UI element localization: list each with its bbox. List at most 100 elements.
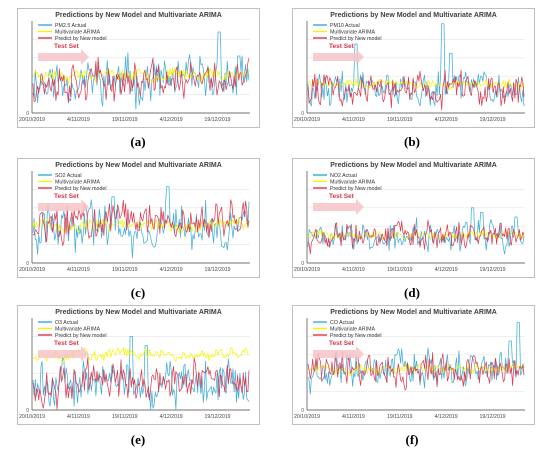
legend-label: Multivariate ARIMA	[330, 179, 376, 185]
x-tick-label: 4/11/2019	[342, 414, 365, 420]
x-tick-label: 19/12/2019	[205, 117, 231, 123]
x-tick-label: 19/11/2019	[387, 117, 413, 123]
x-tick-label: 19/12/2019	[205, 414, 231, 420]
x-tick-label: 19/11/2019	[112, 117, 138, 123]
y-tick-label: 0	[26, 408, 29, 414]
caption-label: (e)	[130, 432, 146, 447]
legend-label: O3 Actual	[55, 320, 78, 326]
chart-title: Predictions by New Model and Multivariat…	[330, 309, 497, 316]
x-tick-label: 4/12/2019	[160, 414, 183, 420]
series-line-actual	[32, 31, 250, 110]
chart-title: Predictions by New Model and Multivariat…	[330, 12, 497, 19]
x-tick-label: 4/11/2019	[67, 267, 90, 273]
test-set-label: Test Set	[329, 193, 355, 200]
x-tick-label: 4/11/2019	[342, 267, 365, 273]
x-tick-label: 4/12/2019	[160, 267, 183, 273]
legend-label: Predict by New model	[55, 333, 107, 339]
test-set-label: Test Set	[54, 193, 80, 200]
legend-label: PM2.5 Actual	[55, 23, 86, 29]
caption-b: (b)	[392, 134, 432, 150]
series-line-new-model	[307, 69, 525, 111]
caption-f: (f)	[392, 432, 432, 448]
legend-label: Predict by New model	[330, 36, 382, 42]
test-set-label: Test Set	[329, 43, 355, 50]
x-tick-label: 4/12/2019	[435, 414, 458, 420]
legend-label: Predict by New model	[55, 36, 107, 42]
x-tick-label: 20/10/2019	[294, 267, 320, 273]
x-tick-label: 19/11/2019	[112, 414, 138, 420]
chart-plot: 020/10/2019 4/11/2019 19/11/2019 4/12/2019 1…	[19, 318, 250, 420]
y-tick-label: 0	[26, 111, 29, 117]
x-tick-label: 4/11/2019	[342, 117, 365, 123]
test-set-label: Test Set	[54, 340, 80, 347]
x-tick-label: 19/12/2019	[480, 414, 506, 420]
x-tick-label: 20/10/2019	[19, 414, 45, 420]
test-set-arrow	[38, 49, 89, 65]
test-set-arrow	[313, 199, 364, 215]
y-tick-label: 0	[301, 261, 304, 267]
chart-panel-b: Predictions by New Model and Multivariat…	[292, 8, 535, 128]
legend-label: SO2 Actual	[55, 173, 82, 179]
caption-label: (b)	[404, 134, 420, 149]
legend-label: Predict by New model	[330, 333, 382, 339]
chart-title: Predictions by New Model and Multivariat…	[55, 309, 222, 316]
series-line-actual	[32, 336, 250, 410]
caption-label: (f)	[405, 432, 419, 447]
x-tick-label: 20/10/2019	[19, 117, 45, 123]
chart-plot: 020/10/2019 4/11/2019 19/11/2019 4/12/2019 1…	[294, 21, 525, 123]
legend-label: CO Actual	[330, 320, 354, 326]
caption-d: (d)	[392, 285, 432, 301]
chart-plot: 020/10/2019 4/11/2019 19/11/2019 4/12/2019 1…	[294, 171, 525, 273]
chart-panel-f: Predictions by New Model and Multivariat…	[292, 305, 535, 425]
legend-label: Multivariate ARIMA	[330, 326, 376, 332]
test-set-label: Test Set	[54, 43, 80, 50]
y-tick-label: 0	[301, 408, 304, 414]
series-line-new-model	[307, 351, 525, 391]
legend-label: Multivariate ARIMA	[55, 179, 101, 185]
caption-e: (e)	[118, 432, 158, 448]
x-tick-label: 4/12/2019	[435, 117, 458, 123]
test-set-arrow	[313, 49, 364, 65]
chart-plot: 020/10/2019 4/11/2019 19/11/2019 4/12/2019 1…	[19, 21, 250, 123]
chart-plot: 020/10/2019 4/11/2019 19/11/2019 4/12/2019 1…	[294, 318, 525, 420]
caption-a: (a)	[118, 134, 158, 150]
legend-label: PM10 Actual	[330, 23, 360, 29]
test-set-arrow	[38, 199, 89, 215]
x-tick-label: 19/11/2019	[387, 414, 413, 420]
chart-panel-d: Predictions by New Model and Multivariat…	[292, 158, 535, 278]
legend-label: Multivariate ARIMA	[55, 326, 101, 332]
x-tick-label: 20/10/2019	[294, 117, 320, 123]
chart-panel-a: Predictions by New Model and Multivariat…	[17, 8, 260, 128]
x-tick-label: 20/10/2019	[294, 414, 320, 420]
legend-label: Multivariate ARIMA	[55, 29, 101, 35]
series-line-new-model	[307, 219, 525, 255]
x-tick-label: 19/11/2019	[387, 267, 413, 273]
x-tick-label: 4/12/2019	[435, 267, 458, 273]
test-set-label: Test Set	[329, 340, 355, 347]
chart-plot: 020/10/2019 4/11/2019 19/11/2019 4/12/2019 1…	[19, 171, 250, 273]
chart-title: Predictions by New Model and Multivariat…	[55, 162, 222, 169]
x-tick-label: 20/10/2019	[19, 267, 45, 273]
x-tick-label: 4/12/2019	[160, 117, 183, 123]
series-line-new-model	[32, 56, 250, 103]
x-tick-label: 19/12/2019	[480, 267, 506, 273]
series-line-new-model	[32, 199, 250, 246]
caption-c: (c)	[118, 285, 158, 301]
y-tick-label: 0	[301, 111, 304, 117]
x-tick-label: 19/11/2019	[112, 267, 138, 273]
chart-panel-e: Predictions by New Model and Multivariat…	[17, 305, 260, 425]
caption-label: (c)	[130, 285, 146, 300]
series-line-arima	[32, 67, 250, 85]
caption-label: (d)	[404, 285, 420, 300]
series-line-new-model	[32, 356, 250, 410]
x-tick-label: 4/11/2019	[67, 414, 90, 420]
test-set-arrow	[38, 346, 89, 362]
series-line-arima	[307, 362, 525, 377]
chart-title: Predictions by New Model and Multivariat…	[330, 162, 497, 169]
test-set-arrow	[313, 346, 364, 362]
y-tick-label: 0	[26, 261, 29, 267]
x-tick-label: 19/12/2019	[480, 117, 506, 123]
x-tick-label: 19/12/2019	[205, 267, 231, 273]
chart-panel-c: Predictions by New Model and Multivariat…	[17, 158, 260, 278]
legend-label: Predict by New model	[55, 186, 107, 192]
